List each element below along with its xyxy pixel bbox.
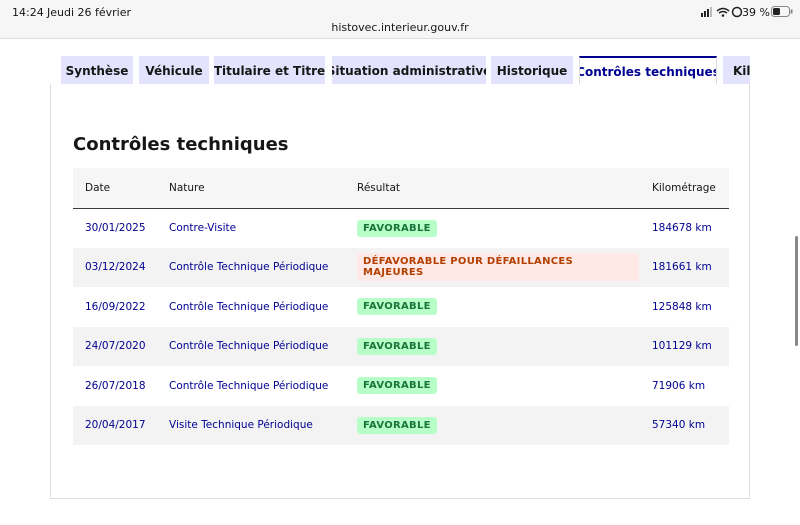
mileage: 184678 km — [652, 222, 712, 234]
date: Jeudi 26 février — [47, 6, 132, 19]
clock: 14:24 — [12, 6, 44, 19]
battery-level: 39 % — [742, 6, 770, 19]
tab[interactable]: Historique — [491, 56, 573, 85]
url[interactable]: histovec.interieur.gouv.fr — [331, 21, 469, 34]
tab[interactable]: Synthèse — [61, 56, 133, 85]
result-badge: FAVORABLE — [357, 337, 437, 355]
nature: Contrôle Technique Périodique — [169, 300, 329, 313]
battery-icon — [771, 6, 793, 17]
tab[interactable]: Véhicule — [139, 56, 209, 85]
mileage: 181661 km — [640, 247, 729, 287]
tab[interactable]: Kil — [723, 56, 750, 85]
nature: Contrôle Technique Périodique — [169, 379, 329, 392]
results-table: Date Nature Résultat Kilométrage 30/01/2… — [73, 168, 729, 445]
column-header: Date — [73, 168, 157, 209]
column-header: Nature — [157, 168, 345, 209]
result-badge: FAVORABLE — [357, 219, 437, 237]
date: 16/09/2022 — [85, 300, 146, 313]
date: 24/07/2020 — [73, 326, 157, 366]
web-page: Synthèse Véhicule Titulaire et Titre Sit… — [0, 38, 800, 525]
tab-active[interactable]: Contrôles techniques — [579, 56, 717, 86]
column-header: Résultat — [345, 168, 640, 209]
mileage: 125848 km — [652, 300, 712, 313]
nature: Contre-Visite — [169, 222, 237, 234]
tab[interactable]: Situation administrative — [332, 56, 486, 85]
nature: Contrôle Technique Périodique — [157, 247, 345, 287]
result-badge: DÉFAVORABLE POUR DÉFAILLANCES MAJEURES — [357, 253, 639, 282]
date: 26/07/2018 — [85, 379, 146, 392]
date: 30/01/2025 — [85, 222, 146, 234]
tab[interactable]: Titulaire et Titre — [214, 56, 325, 85]
nature: Contrôle Technique Périodique — [157, 326, 345, 366]
nature: Visite Technique Périodique — [157, 405, 345, 445]
scrollbar — [795, 236, 798, 346]
status-icons — [701, 6, 743, 18]
mileage: 57340 km — [640, 405, 729, 445]
result-badge: FAVORABLE — [357, 377, 437, 395]
date: 20/04/2017 — [73, 405, 157, 445]
date: 03/12/2024 — [73, 247, 157, 287]
column-header: Kilométrage — [640, 168, 729, 209]
content-card: Contrôles techniques Date Nature Résulta… — [50, 84, 750, 499]
mileage: 101129 km — [640, 326, 729, 366]
mileage: 71906 km — [652, 379, 706, 392]
section-title: Contrôles techniques — [73, 134, 289, 155]
result-badge: FAVORABLE — [357, 416, 437, 434]
status-bar: 14:24 Jeudi 26 février 39 % histovec.int… — [0, 0, 800, 38]
result-badge: FAVORABLE — [357, 298, 437, 316]
